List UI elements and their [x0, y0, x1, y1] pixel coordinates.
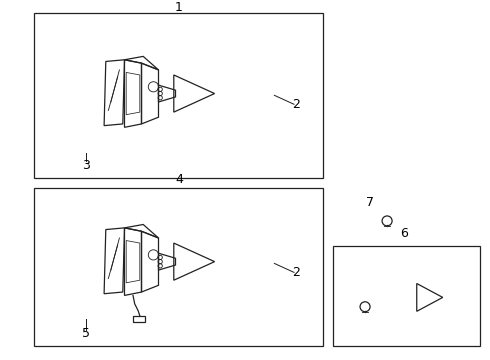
- Text: 6: 6: [400, 226, 408, 239]
- Text: 3: 3: [82, 158, 90, 172]
- Text: 2: 2: [293, 266, 300, 279]
- Text: 5: 5: [82, 327, 90, 340]
- Text: 2: 2: [293, 98, 300, 111]
- Bar: [34, 188, 323, 346]
- Text: 1: 1: [175, 1, 183, 14]
- Text: 4: 4: [175, 173, 183, 186]
- Text: 7: 7: [366, 196, 374, 209]
- Bar: [34, 13, 323, 177]
- Bar: [333, 246, 480, 346]
